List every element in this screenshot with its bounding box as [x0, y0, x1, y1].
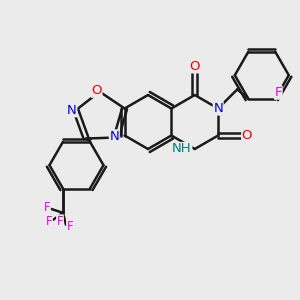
Text: O: O [190, 60, 200, 73]
Text: F: F [274, 86, 282, 99]
Text: NH: NH [172, 142, 192, 155]
Text: F: F [57, 215, 63, 228]
Text: O: O [92, 84, 102, 97]
Text: N: N [67, 104, 77, 117]
Text: N: N [110, 130, 119, 143]
Text: N: N [213, 102, 223, 115]
Text: O: O [242, 129, 252, 142]
Text: F: F [46, 215, 52, 228]
Text: F: F [67, 220, 73, 233]
Text: F: F [44, 201, 50, 214]
